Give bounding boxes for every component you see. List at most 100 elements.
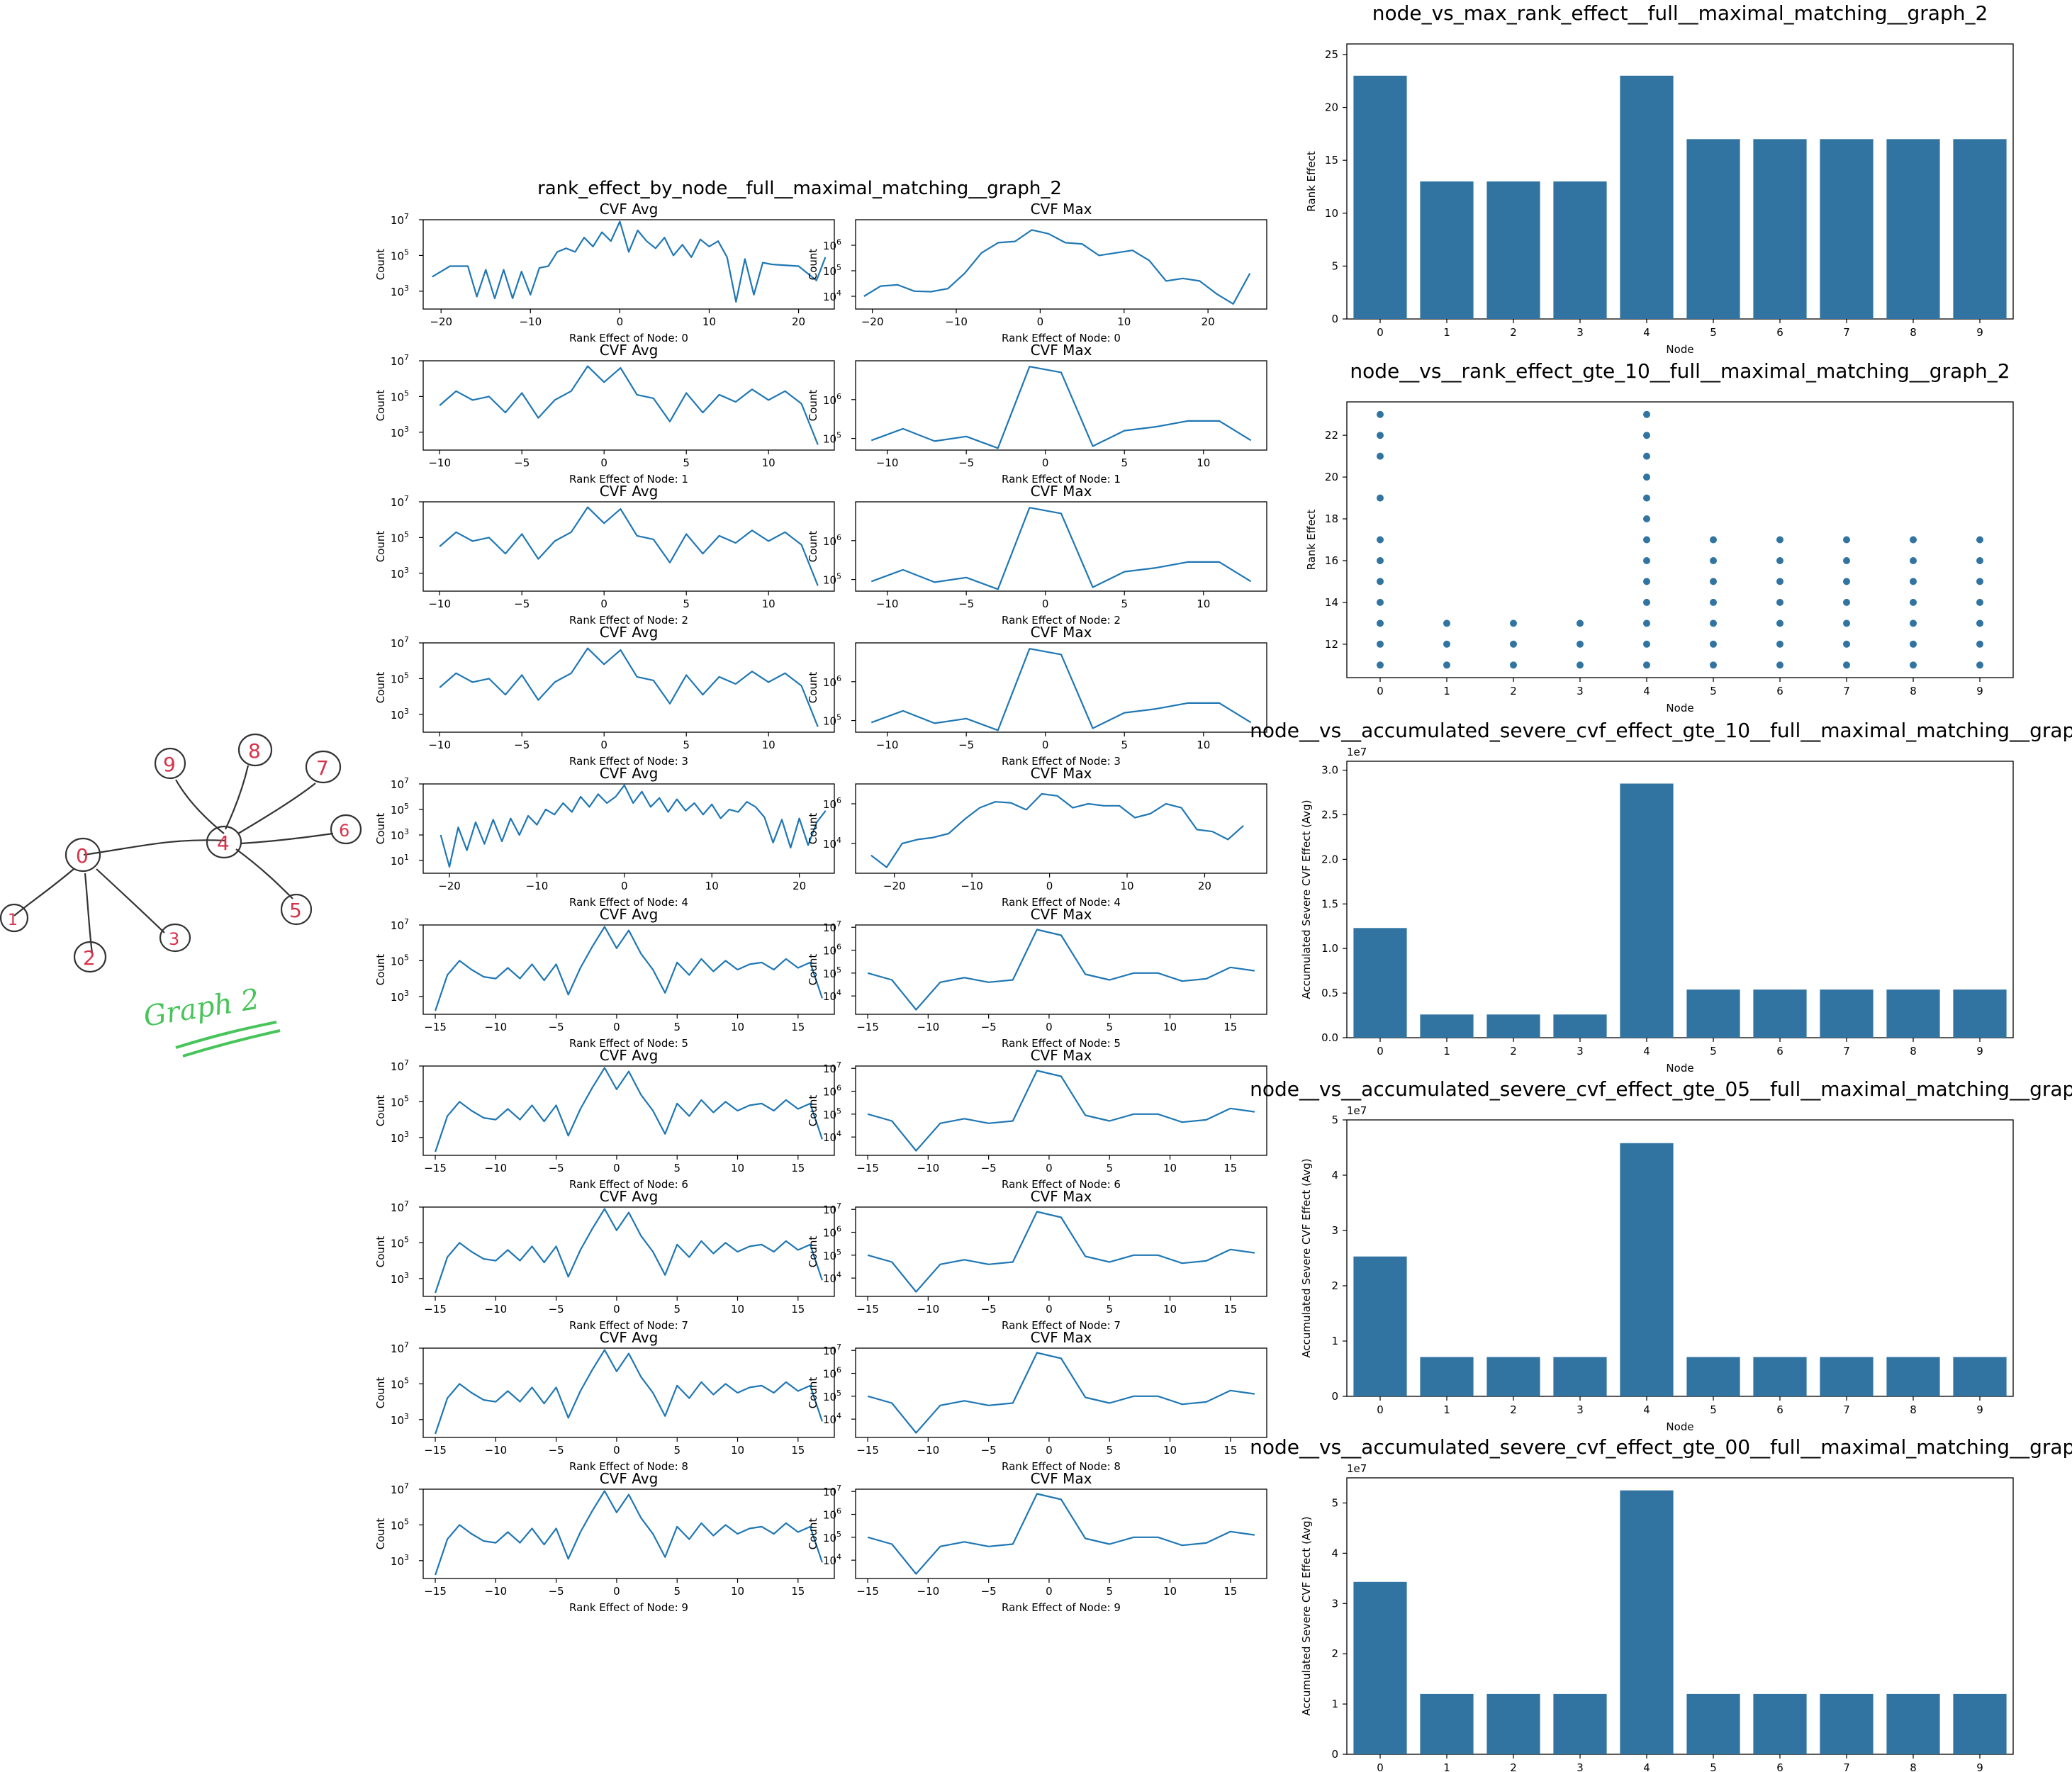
x-tick-label: 1	[1443, 1403, 1450, 1416]
axes-frame	[422, 501, 835, 592]
y-tick-label: 106	[823, 943, 841, 958]
y-tick-label: 107	[391, 353, 409, 368]
y-tick-label: 105	[823, 572, 841, 587]
x-tick-label: −10	[428, 456, 451, 469]
y-tick-label: 103	[391, 1130, 409, 1145]
bar-node-3	[1553, 1357, 1607, 1396]
x-tick-label: 5	[1710, 1403, 1717, 1416]
x-tick-label: 0	[1377, 1761, 1384, 1772]
bar-node-9	[1953, 989, 2007, 1038]
y-tick-label: 107	[823, 919, 841, 934]
point-node-6	[1776, 536, 1783, 544]
y-tick-label: 2	[1331, 1647, 1338, 1660]
bar-node-8	[1886, 1357, 1940, 1396]
bar-node-7	[1820, 1357, 1874, 1396]
y-axis-label: Accumulated Severe CVF Effect (Avg)	[1300, 800, 1313, 999]
y-tick-label: 105	[823, 1389, 841, 1403]
y-tick-label: 0.5	[1321, 987, 1338, 999]
series-line	[867, 1493, 1255, 1575]
point-node-1	[1443, 661, 1450, 669]
subplot-max-node-4: CVF Max −20 −10 0 10 20 104 106 Count Rank Effect…	[807, 765, 1267, 909]
subplot-title: CVF Max	[1031, 1188, 1092, 1205]
point-node-1	[1443, 640, 1450, 648]
x-tick-label: 10	[702, 315, 716, 328]
x-tick-label: 5	[1121, 598, 1128, 610]
y-tick-label: 105	[823, 713, 841, 728]
x-tick-label: −5	[514, 739, 530, 751]
bar-node-1	[1420, 1357, 1474, 1396]
y-axis-label: Count	[374, 1377, 387, 1409]
sketch-label-5: 5	[289, 899, 302, 922]
series-line	[867, 1352, 1255, 1434]
axis-multiplier: 1e7	[1347, 1104, 1367, 1117]
x-tick-label: 3	[1577, 1761, 1584, 1772]
x-tick-label: 3	[1577, 1403, 1584, 1416]
x-tick-label: 9	[1976, 685, 1983, 697]
x-tick-label: 2	[1510, 685, 1517, 697]
x-tick-label: 6	[1776, 326, 1783, 339]
bar-node-6	[1753, 989, 1807, 1038]
bar-node-0	[1353, 1256, 1407, 1396]
x-tick-label: −10	[876, 456, 899, 469]
sketch-node-0	[65, 837, 101, 873]
x-axis-label: Rank Effect of Node: 8	[1002, 1460, 1121, 1473]
caption-underline	[182, 1029, 281, 1058]
x-tick-label: 0	[617, 315, 624, 328]
y-tick-label: 103	[391, 284, 409, 298]
subplot-title: CVF Avg	[600, 483, 659, 500]
x-tick-label: 10	[1120, 880, 1133, 892]
y-tick-label: 4	[1331, 1169, 1338, 1182]
point-node-6	[1776, 661, 1783, 669]
y-axis-label: Count	[807, 813, 819, 845]
subplot-title: CVF Max	[1031, 765, 1092, 782]
y-tick-label: 105	[391, 1094, 409, 1109]
sketch-edge	[225, 765, 250, 830]
bar-node-4	[1620, 783, 1674, 1038]
point-node-5	[1710, 536, 1717, 544]
x-tick-label: 0	[1377, 1045, 1384, 1058]
x-tick-label: 3	[1577, 1045, 1584, 1058]
x-axis-label: Rank Effect of Node: 1	[1002, 473, 1121, 486]
y-tick-label: 105	[391, 247, 409, 262]
y-tick-label: 2	[1331, 1279, 1338, 1292]
chart-title: node__vs__rank_effect_gte_10__full__maxi…	[1350, 359, 2010, 383]
y-tick-label: 103	[391, 989, 409, 1004]
y-tick-label: 107	[391, 1340, 409, 1355]
x-tick-label: 4	[1643, 685, 1650, 697]
x-tick-label: −5	[514, 456, 530, 469]
sketch-label-6: 6	[339, 821, 349, 841]
x-tick-label: 20	[1198, 880, 1211, 892]
point-node-5	[1710, 619, 1717, 627]
y-tick-label: 2.0	[1321, 853, 1338, 865]
y-axis-label: Count	[807, 672, 819, 704]
bar-node-6	[1753, 1357, 1807, 1396]
y-tick-label: 12	[1325, 638, 1338, 651]
x-tick-label: −10	[485, 1585, 508, 1598]
x-tick-label: 5	[1121, 456, 1128, 469]
subplot-max-node-7: CVF Max −15 −10 −5 0 5 10 15 104 105 106 107 Count Ra…	[807, 1188, 1267, 1332]
x-tick-label: −20	[438, 880, 461, 892]
x-axis-label: Rank Effect of Node: 7	[569, 1319, 688, 1332]
point-node-4	[1643, 473, 1650, 481]
x-tick-label: 0	[600, 739, 607, 751]
point-node-4	[1643, 536, 1650, 544]
bar-node-1	[1420, 1014, 1474, 1038]
x-tick-label: 6	[1776, 1761, 1783, 1772]
series-line	[432, 220, 827, 303]
point-node-3	[1577, 640, 1584, 648]
bar-node-0	[1353, 928, 1407, 1038]
x-tick-label: −5	[549, 1303, 564, 1316]
subplot-title: CVF Max	[1031, 624, 1092, 641]
subplot-title: CVF Max	[1031, 906, 1092, 923]
x-tick-label: −5	[958, 598, 974, 610]
x-tick-label: 7	[1843, 1761, 1850, 1772]
x-tick-label: −20	[861, 315, 884, 328]
x-tick-label: 0	[1377, 685, 1384, 697]
sketch-edge	[84, 873, 94, 954]
x-tick-label: 9	[1976, 1045, 1983, 1058]
subplot-avg-node-7: CVF Avg −15 −10 −5 0 5 10 15 103 105 107 Count Rank …	[374, 1188, 835, 1332]
y-tick-label: 107	[391, 494, 409, 509]
y-tick-label: 106	[823, 392, 841, 407]
point-node-6	[1776, 598, 1783, 606]
axes-frame	[422, 219, 835, 310]
